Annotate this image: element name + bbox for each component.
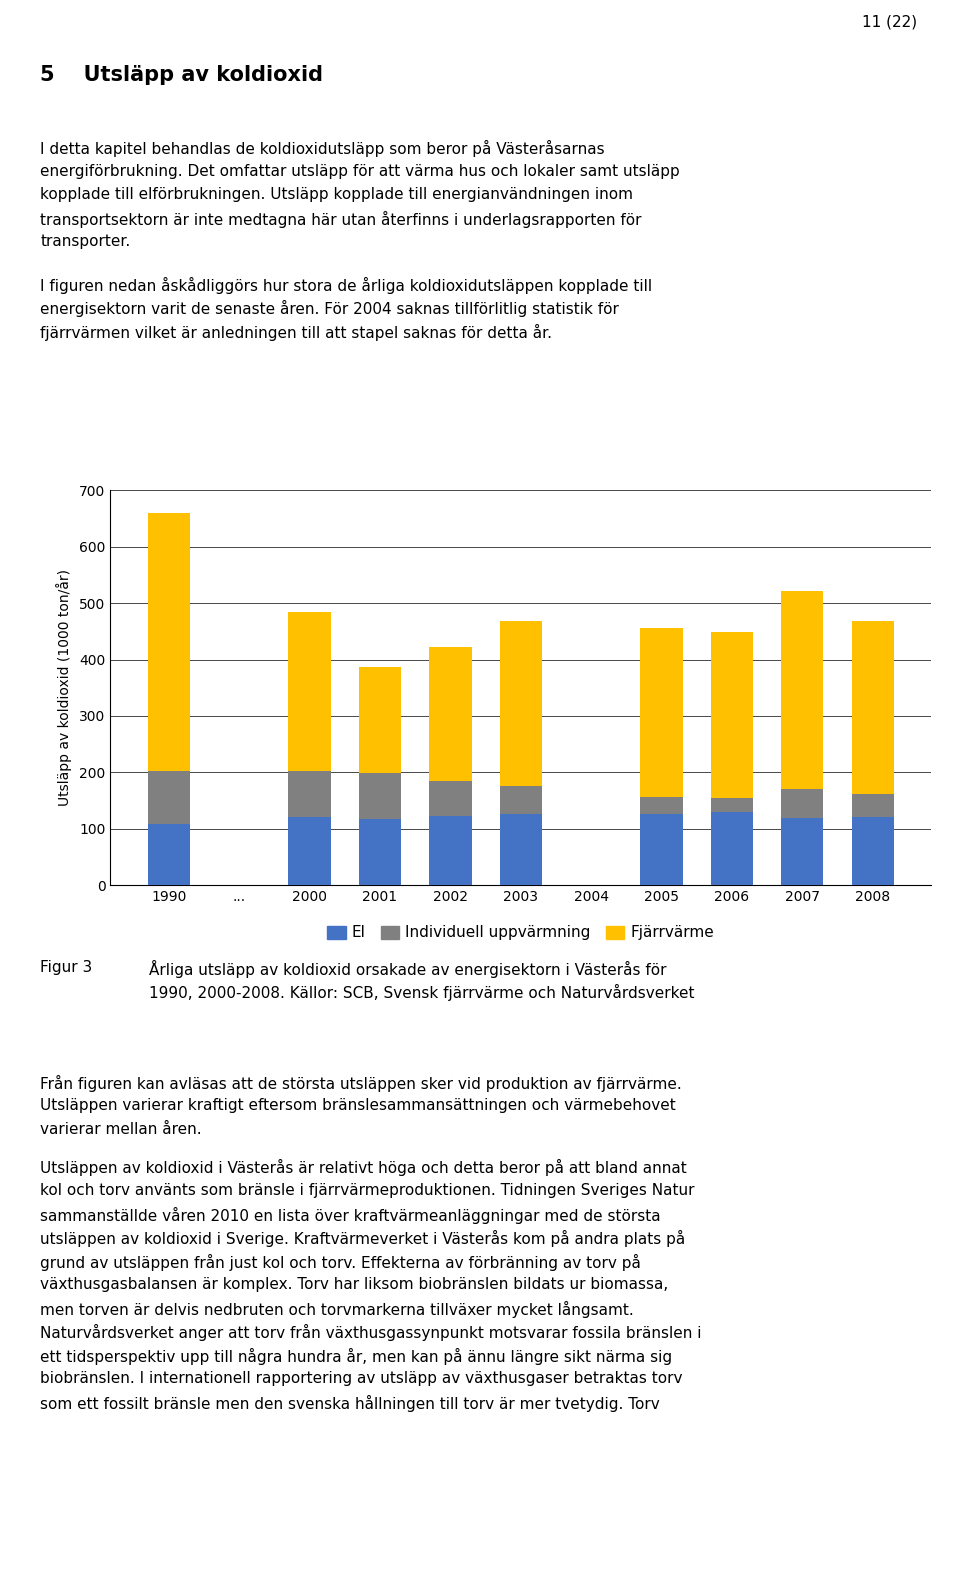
Bar bbox=[852, 817, 894, 885]
Bar bbox=[781, 788, 824, 818]
Bar bbox=[359, 774, 401, 818]
Bar bbox=[148, 513, 190, 771]
Bar bbox=[500, 814, 541, 885]
Bar bbox=[640, 627, 683, 798]
Bar bbox=[500, 786, 541, 814]
Text: Figur 3: Figur 3 bbox=[40, 960, 92, 974]
Bar bbox=[148, 825, 190, 885]
Text: energiförbrukning. Det omfattar utsläpp för att värma hus och lokaler samt utslä: energiförbrukning. Det omfattar utsläpp … bbox=[40, 164, 680, 178]
Bar bbox=[289, 817, 331, 885]
Text: sammanställde våren 2010 en lista över kraftvärmeanläggningar med de största: sammanställde våren 2010 en lista över k… bbox=[40, 1207, 660, 1224]
Bar bbox=[852, 794, 894, 817]
Text: grund av utsläppen från just kol och torv. Effekterna av förbränning av torv på: grund av utsläppen från just kol och tor… bbox=[40, 1253, 641, 1270]
Bar bbox=[289, 611, 331, 771]
Text: utsläppen av koldioxid i Sverige. Kraftvärmeverket i Västerås kom på andra plats: utsläppen av koldioxid i Sverige. Kraftv… bbox=[40, 1231, 685, 1247]
Text: men torven är delvis nedbruten och torvmarkerna tillväxer mycket långsamt.: men torven är delvis nedbruten och torvm… bbox=[40, 1301, 634, 1318]
Text: Naturvårdsverket anger att torv från växthusgassynpunkt motsvarar fossila bränsl: Naturvårdsverket anger att torv från väx… bbox=[40, 1325, 702, 1342]
Legend: El, Individuell uppvärmning, Fjärrvärme: El, Individuell uppvärmning, Fjärrvärme bbox=[322, 920, 720, 947]
Bar bbox=[429, 646, 471, 780]
Bar bbox=[781, 818, 824, 885]
Bar bbox=[500, 621, 541, 786]
Text: energisektorn varit de senaste åren. För 2004 saknas tillförlitlig statistik för: energisektorn varit de senaste åren. För… bbox=[40, 301, 619, 317]
Text: varierar mellan åren.: varierar mellan åren. bbox=[40, 1122, 202, 1137]
Text: kopplade till elförbrukningen. Utsläpp kopplade till energianvändningen inom: kopplade till elförbrukningen. Utsläpp k… bbox=[40, 188, 634, 202]
Text: kol och torv använts som bränsle i fjärrvärmeproduktionen. Tidningen Sveriges Na: kol och torv använts som bränsle i fjärr… bbox=[40, 1183, 695, 1199]
Text: Utsläppen av koldioxid i Västerås är relativt höga och detta beror på att bland : Utsläppen av koldioxid i Västerås är rel… bbox=[40, 1159, 687, 1176]
Text: Årliga utsläpp av koldioxid orsakade av energisektorn i Västerås för: Årliga utsläpp av koldioxid orsakade av … bbox=[149, 960, 666, 977]
Text: ett tidsperspektiv upp till några hundra år, men kan på ännu längre sikt närma s: ett tidsperspektiv upp till några hundra… bbox=[40, 1348, 672, 1364]
Text: Från figuren kan avläsas att de största utsläppen sker vid produktion av fjärrvä: Från figuren kan avläsas att de största … bbox=[40, 1075, 682, 1092]
Y-axis label: Utsläpp av koldioxid (1000 ton/år): Utsläpp av koldioxid (1000 ton/år) bbox=[57, 570, 72, 806]
Text: I figuren nedan åskådliggörs hur stora de årliga koldioxidutsläppen kopplade til: I figuren nedan åskådliggörs hur stora d… bbox=[40, 277, 653, 295]
Bar bbox=[429, 817, 471, 885]
Text: 11 (22): 11 (22) bbox=[862, 14, 917, 29]
Bar bbox=[359, 818, 401, 885]
Bar bbox=[359, 667, 401, 774]
Text: växthusgasbalansen är komplex. Torv har liksom biobränslen bildats ur biomassa,: växthusgasbalansen är komplex. Torv har … bbox=[40, 1277, 668, 1293]
Bar bbox=[640, 814, 683, 885]
Text: Utsläppen varierar kraftigt eftersom bränslesammansättningen och värmebehovet: Utsläppen varierar kraftigt eftersom brä… bbox=[40, 1098, 676, 1113]
Text: biobränslen. I internationell rapportering av utsläpp av växthusgaser betraktas : biobränslen. I internationell rapporteri… bbox=[40, 1371, 683, 1387]
Text: I detta kapitel behandlas de koldioxidutsläpp som beror på Västeråsarnas: I detta kapitel behandlas de koldioxidut… bbox=[40, 140, 605, 158]
Bar bbox=[429, 780, 471, 817]
Bar bbox=[289, 771, 331, 817]
Bar bbox=[781, 591, 824, 788]
Text: 1990, 2000-2008. Källor: SCB, Svensk fjärrvärme och Naturvårdsverket: 1990, 2000-2008. Källor: SCB, Svensk fjä… bbox=[149, 984, 694, 1000]
Text: transportsektorn är inte medtagna här utan återfinns i underlagsrapporten för: transportsektorn är inte medtagna här ut… bbox=[40, 210, 642, 228]
Text: fjärrvärmen vilket är anledningen till att stapel saknas för detta år.: fjärrvärmen vilket är anledningen till a… bbox=[40, 323, 552, 341]
Bar bbox=[710, 812, 753, 885]
Bar bbox=[710, 798, 753, 812]
Text: som ett fossilt bränsle men den svenska hållningen till torv är mer tvetydig. To: som ett fossilt bränsle men den svenska … bbox=[40, 1395, 660, 1412]
Text: transporter.: transporter. bbox=[40, 234, 131, 250]
Bar bbox=[710, 632, 753, 798]
Bar bbox=[640, 798, 683, 814]
Text: 5    Utsläpp av koldioxid: 5 Utsläpp av koldioxid bbox=[40, 65, 324, 86]
Bar bbox=[852, 621, 894, 794]
Bar bbox=[148, 771, 190, 825]
